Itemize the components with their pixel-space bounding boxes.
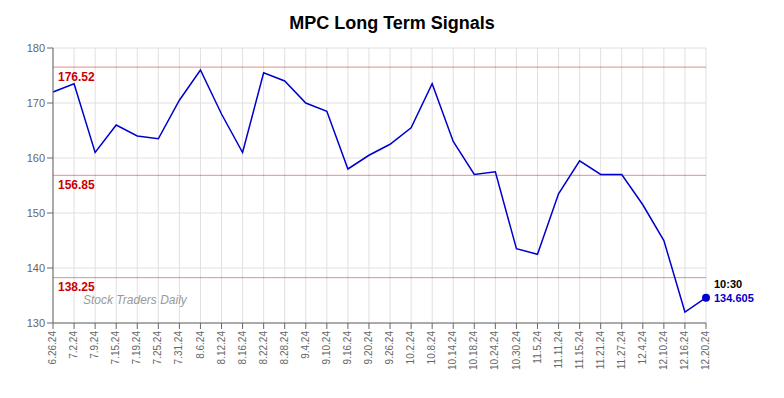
svg-text:7.2.24: 7.2.24: [68, 331, 79, 359]
svg-text:138.25: 138.25: [58, 280, 95, 294]
svg-text:9.4.24: 9.4.24: [300, 331, 311, 359]
svg-text:156.85: 156.85: [58, 178, 95, 192]
html-text:MPC Long Term Signals: MPC Long Term Signals: [289, 13, 495, 33]
svg-text:11.15.24: 11.15.24: [574, 331, 585, 370]
svg-text:10.14.24: 10.14.24: [447, 331, 458, 370]
svg-text:8.16.24: 8.16.24: [237, 331, 248, 365]
svg-text:10.18.24: 10.18.24: [468, 331, 479, 370]
svg-text:130: 130: [27, 317, 45, 329]
svg-text:8.28.24: 8.28.24: [279, 331, 290, 365]
svg-text:10.8.24: 10.8.24: [426, 331, 437, 365]
svg-text:180: 180: [27, 42, 45, 54]
svg-text:11.27.24: 11.27.24: [616, 331, 627, 370]
svg-text:7.19.24: 7.19.24: [131, 331, 142, 365]
svg-text:6.26.24: 6.26.24: [47, 331, 58, 365]
svg-text:8.6.24: 8.6.24: [195, 331, 206, 359]
svg-text:9.16.24: 9.16.24: [342, 331, 353, 365]
svg-text:12.16.24: 12.16.24: [679, 331, 690, 370]
svg-text:176.52: 176.52: [58, 70, 95, 84]
svg-text:7.15.24: 7.15.24: [110, 331, 121, 365]
svg-text:9.26.24: 9.26.24: [384, 331, 395, 365]
svg-text:134.605: 134.605: [714, 292, 754, 304]
svg-text:10.24.24: 10.24.24: [489, 331, 500, 370]
svg-text:12.20.24: 12.20.24: [700, 331, 711, 370]
svg-text:11.11.24: 11.11.24: [553, 331, 564, 369]
svg-text:12.10.24: 12.10.24: [658, 331, 669, 370]
svg-text:10.30.24: 10.30.24: [511, 331, 522, 370]
svg-text:11.21.24: 11.21.24: [595, 331, 606, 370]
svg-text:170: 170: [27, 97, 45, 109]
svg-text:9.20.24: 9.20.24: [363, 331, 374, 365]
svg-text:12.4.24: 12.4.24: [637, 331, 648, 365]
svg-text:10.2.24: 10.2.24: [405, 331, 416, 365]
svg-text:9.10.24: 9.10.24: [321, 331, 332, 365]
svg-text:140: 140: [27, 262, 45, 274]
svg-text:7.31.24: 7.31.24: [173, 331, 184, 365]
svg-text:160: 160: [27, 152, 45, 164]
html-text:Stock Traders Daily: Stock Traders Daily: [83, 293, 187, 307]
svg-text:8.22.24: 8.22.24: [258, 331, 269, 365]
svg-text:7.25.24: 7.25.24: [152, 331, 163, 365]
svg-text:150: 150: [27, 207, 45, 219]
svg-text:11.5.24: 11.5.24: [532, 331, 543, 364]
svg-text:8.12.24: 8.12.24: [216, 331, 227, 365]
svg-text:10:30: 10:30: [714, 278, 742, 290]
svg-text:7.9.24: 7.9.24: [89, 331, 100, 359]
